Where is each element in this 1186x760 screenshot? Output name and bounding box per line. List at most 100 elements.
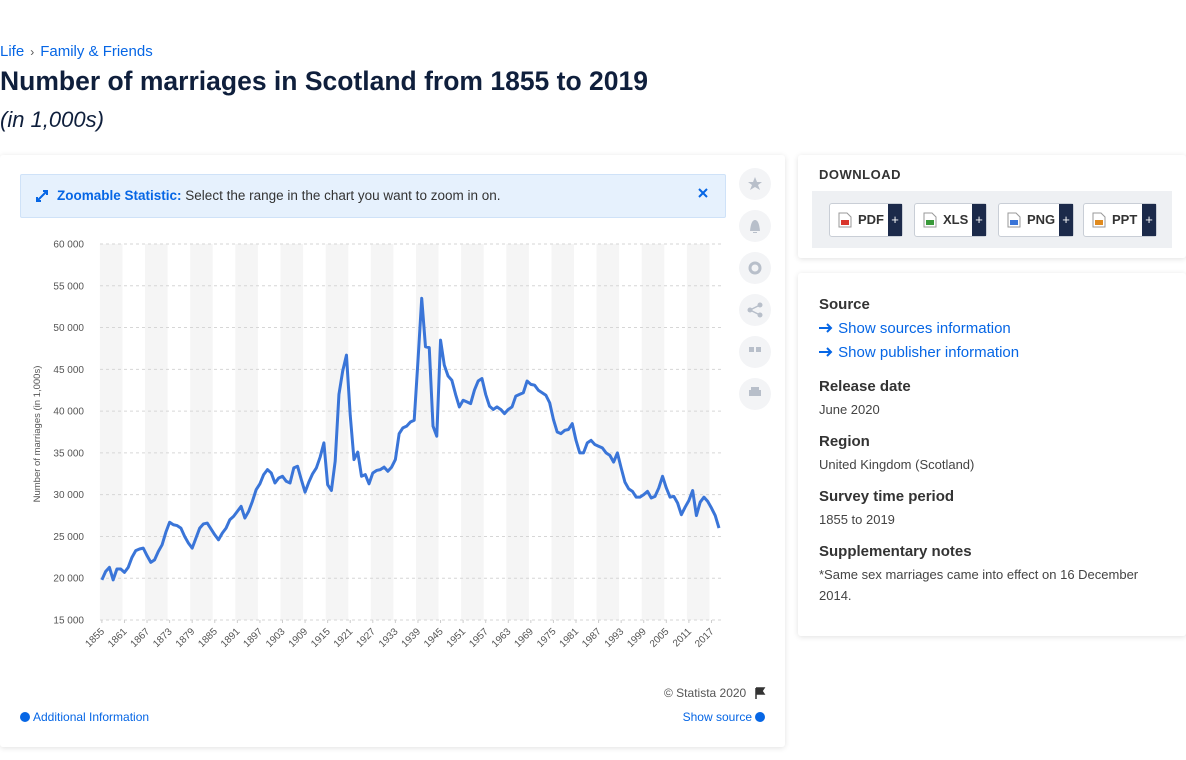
breadcrumb-link[interactable]: Family & Friends	[40, 43, 153, 60]
x-tick-label: 1855	[83, 626, 107, 650]
page-title: Number of marriages in Scotland from 185…	[0, 66, 648, 96]
x-tick-label: 2017	[693, 626, 717, 650]
chart: 15 000 20 000 25 000 30 000 35 000 40 000 45 0…	[20, 168, 771, 724]
banner-text: Select the range in the chart you want t…	[185, 188, 501, 203]
x-tick-label: 1975	[535, 626, 559, 650]
info-icon	[755, 712, 765, 722]
plot-band	[461, 244, 484, 620]
plot-band	[235, 244, 258, 620]
x-tick-label: 2005	[648, 626, 672, 650]
download-button[interactable]: PNG +	[998, 203, 1074, 237]
arrow-icon	[819, 323, 833, 333]
x-tick-label: 1939	[400, 626, 424, 650]
info-icon	[20, 712, 30, 722]
y-tick-label: 15 000	[53, 616, 84, 627]
format-label[interactable]: PDF	[858, 212, 884, 227]
zoom-icon	[36, 190, 48, 202]
x-tick-label: 1999	[625, 626, 649, 650]
settings-button[interactable]	[739, 252, 771, 284]
section-heading: Release date	[819, 378, 911, 395]
plus-button[interactable]: +	[1142, 204, 1156, 236]
y-tick-label: 35 000	[53, 448, 84, 459]
x-tick-label: 1993	[603, 626, 627, 650]
file-icon	[1092, 212, 1106, 228]
plot-band	[370, 244, 394, 620]
y-tick-label: 40 000	[53, 407, 84, 418]
plot-band	[190, 244, 213, 620]
x-tick-label: 1957	[467, 626, 491, 650]
section-heading: Supplementary notes	[819, 543, 972, 560]
sources-link[interactable]: Show sources information	[819, 320, 1011, 337]
format-label[interactable]: PNG	[1027, 212, 1056, 227]
format-label[interactable]: XLS	[943, 212, 969, 227]
close-button[interactable]	[698, 188, 708, 198]
x-tick-label: 1903	[264, 626, 288, 650]
plot-band	[596, 244, 620, 620]
x-tick-label: 1969	[512, 626, 536, 650]
file-icon	[1007, 212, 1021, 228]
arrow-icon	[819, 347, 833, 357]
x-tick-label: 1873	[151, 626, 175, 650]
plot-band	[280, 244, 304, 620]
side-tools	[739, 168, 771, 410]
x-tick-label: 1915	[309, 626, 333, 650]
x-tick-label: 1963	[490, 626, 514, 650]
breadcrumb-link[interactable]: Life	[0, 43, 25, 60]
show-source-link[interactable]: Show source	[683, 710, 753, 724]
source-heading: Source	[819, 296, 870, 313]
plot-band	[641, 244, 665, 620]
plot-band	[506, 244, 529, 620]
additional-info-link[interactable]: Additional Information	[33, 710, 149, 724]
y-tick-label: 20 000	[53, 574, 84, 585]
section-text: United Kingdom (Scotland)	[819, 457, 975, 472]
x-tick-label: 1933	[377, 626, 401, 650]
plot-band	[145, 244, 168, 620]
banner-label: Zoomable Statistic:	[57, 188, 182, 203]
format-label[interactable]: PPT	[1112, 212, 1138, 227]
link-text[interactable]: Show sources information	[838, 320, 1011, 337]
section-heading: Survey time period	[819, 488, 955, 505]
y-tick-label: 60 000	[53, 240, 84, 251]
x-tick-label: 1927	[354, 626, 378, 650]
y-tick-label: 55 000	[53, 281, 84, 292]
link-text[interactable]: Show publisher information	[838, 344, 1020, 361]
plot-band	[686, 244, 710, 620]
plus-button[interactable]: +	[972, 204, 986, 236]
section-text: June 2020	[819, 402, 880, 417]
zoom-banner: Zoomable Statistic: Select the range in …	[20, 174, 726, 218]
x-tick-label: 1945	[422, 626, 446, 650]
download-button[interactable]: XLS +	[914, 203, 987, 237]
data-line	[100, 296, 721, 582]
x-tick-label: 1921	[332, 626, 356, 650]
publisher-link[interactable]: Show publisher information	[819, 344, 1019, 361]
plus-button[interactable]: +	[1059, 204, 1073, 236]
cite-button[interactable]	[739, 336, 771, 368]
download-button[interactable]: PDF +	[829, 203, 903, 237]
x-tick-label: 2011	[671, 626, 694, 649]
section-text: 1855 to 2019	[819, 512, 895, 527]
section-heading: Region	[819, 433, 870, 450]
plus-button[interactable]: +	[888, 204, 902, 236]
y-tick-label: 45 000	[53, 365, 84, 376]
section-text: *Same sex marriages came into effect on …	[819, 567, 1139, 603]
copyright: © Statista 2020	[664, 686, 747, 700]
x-tick-label: 1867	[129, 626, 153, 650]
y-tick-label: 25 000	[53, 532, 84, 543]
flag-icon[interactable]	[755, 687, 766, 699]
x-tick-label: 1981	[558, 626, 582, 650]
details-card: Source Show sources information Show pub…	[798, 273, 1186, 636]
download-button[interactable]: PPT +	[1083, 203, 1157, 237]
x-tick-label: 1909	[287, 626, 311, 650]
x-tick-label: 1879	[174, 626, 198, 650]
file-icon	[923, 212, 937, 228]
download-title: DOWNLOAD	[819, 167, 901, 182]
plot-band	[99, 244, 123, 620]
x-tick-label: 1861	[106, 626, 130, 650]
x-tick-label: 1951	[445, 626, 469, 650]
x-tick-label: 1891	[219, 626, 243, 650]
x-tick-label: 1897	[242, 626, 266, 650]
breadcrumb: Life › Family & Friends	[0, 43, 153, 60]
y-tick-label: 50 000	[53, 323, 84, 334]
share-button[interactable]	[739, 294, 771, 326]
